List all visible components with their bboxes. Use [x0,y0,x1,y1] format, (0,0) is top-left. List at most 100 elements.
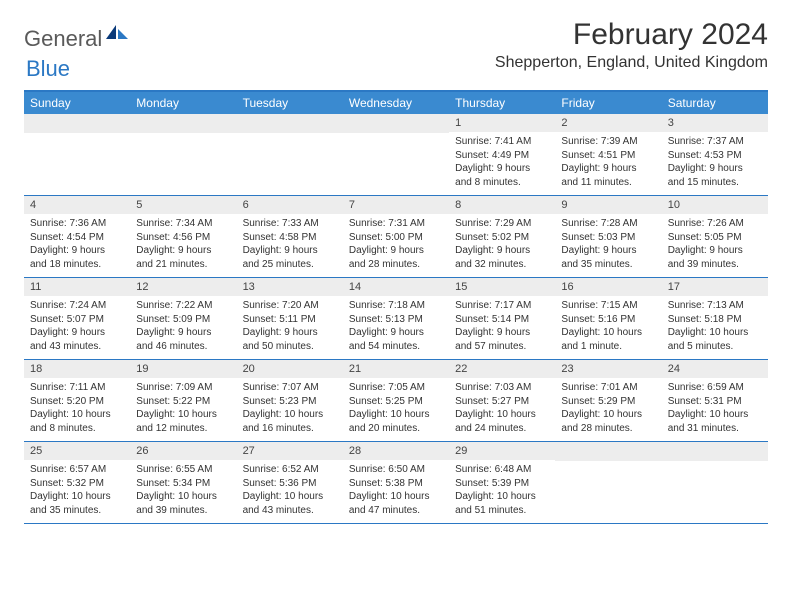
cell-date: 22 [449,360,555,378]
daylight-text: Daylight: 10 hours and 16 minutes. [243,408,337,435]
cell-date [343,114,449,133]
cell-body: Sunrise: 6:52 AMSunset: 5:36 PMDaylight:… [237,460,343,523]
cell-date [662,442,768,461]
day-header: Sunday [24,92,130,114]
sunrise-text: Sunrise: 6:52 AM [243,463,337,477]
logo-sail-icon [106,24,128,45]
sunrise-text: Sunrise: 7:29 AM [455,217,549,231]
cell-body: Sunrise: 7:24 AMSunset: 5:07 PMDaylight:… [24,296,130,359]
cell-date: 16 [555,278,661,296]
cell-body: Sunrise: 7:34 AMSunset: 4:56 PMDaylight:… [130,214,236,277]
cell-body [343,133,449,142]
sunset-text: Sunset: 5:02 PM [455,231,549,245]
cell-body: Sunrise: 7:01 AMSunset: 5:29 PMDaylight:… [555,378,661,441]
cell-body: Sunrise: 7:39 AMSunset: 4:51 PMDaylight:… [555,132,661,195]
day-header: Tuesday [237,92,343,114]
daylight-text: Daylight: 9 hours and 21 minutes. [136,244,230,271]
cell-body: Sunrise: 7:20 AMSunset: 5:11 PMDaylight:… [237,296,343,359]
sunset-text: Sunset: 4:58 PM [243,231,337,245]
cell-date: 25 [24,442,130,460]
sunrise-text: Sunrise: 6:48 AM [455,463,549,477]
cell-body: Sunrise: 7:07 AMSunset: 5:23 PMDaylight:… [237,378,343,441]
cell-date: 20 [237,360,343,378]
sunset-text: Sunset: 5:07 PM [30,313,124,327]
sunset-text: Sunset: 5:36 PM [243,477,337,491]
cell-body: Sunrise: 7:33 AMSunset: 4:58 PMDaylight:… [237,214,343,277]
sunrise-text: Sunrise: 6:55 AM [136,463,230,477]
day-header-row: Sunday Monday Tuesday Wednesday Thursday… [24,92,768,114]
daylight-text: Daylight: 10 hours and 24 minutes. [455,408,549,435]
calendar-cell: 14Sunrise: 7:18 AMSunset: 5:13 PMDayligh… [343,278,449,359]
cell-date: 3 [662,114,768,132]
sunrise-text: Sunrise: 7:28 AM [561,217,655,231]
cell-date: 28 [343,442,449,460]
sunrise-text: Sunrise: 7:15 AM [561,299,655,313]
sunrise-text: Sunrise: 7:05 AM [349,381,443,395]
cell-body: Sunrise: 7:26 AMSunset: 5:05 PMDaylight:… [662,214,768,277]
daylight-text: Daylight: 9 hours and 15 minutes. [668,162,762,189]
week-row: 4Sunrise: 7:36 AMSunset: 4:54 PMDaylight… [24,196,768,278]
cell-body: Sunrise: 7:36 AMSunset: 4:54 PMDaylight:… [24,214,130,277]
calendar-cell: 12Sunrise: 7:22 AMSunset: 5:09 PMDayligh… [130,278,236,359]
calendar-cell: 5Sunrise: 7:34 AMSunset: 4:56 PMDaylight… [130,196,236,277]
daylight-text: Daylight: 9 hours and 11 minutes. [561,162,655,189]
sunrise-text: Sunrise: 6:57 AM [30,463,124,477]
sunset-text: Sunset: 5:14 PM [455,313,549,327]
calendar-cell: 20Sunrise: 7:07 AMSunset: 5:23 PMDayligh… [237,360,343,441]
sunset-text: Sunset: 5:00 PM [349,231,443,245]
calendar-cell: 11Sunrise: 7:24 AMSunset: 5:07 PMDayligh… [24,278,130,359]
cell-date: 15 [449,278,555,296]
sunrise-text: Sunrise: 7:31 AM [349,217,443,231]
daylight-text: Daylight: 10 hours and 20 minutes. [349,408,443,435]
calendar-cell: 24Sunrise: 6:59 AMSunset: 5:31 PMDayligh… [662,360,768,441]
daylight-text: Daylight: 9 hours and 25 minutes. [243,244,337,271]
calendar-cell: 1Sunrise: 7:41 AMSunset: 4:49 PMDaylight… [449,114,555,195]
cell-body: Sunrise: 6:59 AMSunset: 5:31 PMDaylight:… [662,378,768,441]
calendar-cell [662,442,768,523]
calendar-cell: 6Sunrise: 7:33 AMSunset: 4:58 PMDaylight… [237,196,343,277]
cell-date: 12 [130,278,236,296]
cell-date: 8 [449,196,555,214]
sunset-text: Sunset: 5:38 PM [349,477,443,491]
daylight-text: Daylight: 10 hours and 35 minutes. [30,490,124,517]
calendar-cell: 4Sunrise: 7:36 AMSunset: 4:54 PMDaylight… [24,196,130,277]
cell-date: 27 [237,442,343,460]
cell-date: 13 [237,278,343,296]
cell-body [237,133,343,142]
calendar-cell: 7Sunrise: 7:31 AMSunset: 5:00 PMDaylight… [343,196,449,277]
cell-date [237,114,343,133]
day-header: Monday [130,92,236,114]
weeks-container: 1Sunrise: 7:41 AMSunset: 4:49 PMDaylight… [24,114,768,524]
daylight-text: Daylight: 9 hours and 46 minutes. [136,326,230,353]
daylight-text: Daylight: 9 hours and 8 minutes. [455,162,549,189]
sunset-text: Sunset: 5:29 PM [561,395,655,409]
cell-body [555,461,661,470]
calendar-cell: 2Sunrise: 7:39 AMSunset: 4:51 PMDaylight… [555,114,661,195]
cell-date [24,114,130,133]
cell-date: 21 [343,360,449,378]
sunset-text: Sunset: 5:18 PM [668,313,762,327]
sunrise-text: Sunrise: 7:34 AM [136,217,230,231]
cell-date: 10 [662,196,768,214]
sunrise-text: Sunrise: 7:18 AM [349,299,443,313]
sunset-text: Sunset: 5:31 PM [668,395,762,409]
calendar-cell [555,442,661,523]
sunset-text: Sunset: 5:05 PM [668,231,762,245]
week-row: 1Sunrise: 7:41 AMSunset: 4:49 PMDaylight… [24,114,768,196]
daylight-text: Daylight: 9 hours and 35 minutes. [561,244,655,271]
cell-date: 4 [24,196,130,214]
calendar-cell: 16Sunrise: 7:15 AMSunset: 5:16 PMDayligh… [555,278,661,359]
calendar-cell [343,114,449,195]
calendar: Sunday Monday Tuesday Wednesday Thursday… [24,90,768,524]
cell-body: Sunrise: 7:22 AMSunset: 5:09 PMDaylight:… [130,296,236,359]
cell-date: 24 [662,360,768,378]
cell-date: 5 [130,196,236,214]
daylight-text: Daylight: 10 hours and 5 minutes. [668,326,762,353]
sunrise-text: Sunrise: 6:50 AM [349,463,443,477]
cell-body: Sunrise: 7:03 AMSunset: 5:27 PMDaylight:… [449,378,555,441]
cell-date: 2 [555,114,661,132]
daylight-text: Daylight: 9 hours and 39 minutes. [668,244,762,271]
week-row: 11Sunrise: 7:24 AMSunset: 5:07 PMDayligh… [24,278,768,360]
cell-date: 23 [555,360,661,378]
cell-body: Sunrise: 6:50 AMSunset: 5:38 PMDaylight:… [343,460,449,523]
